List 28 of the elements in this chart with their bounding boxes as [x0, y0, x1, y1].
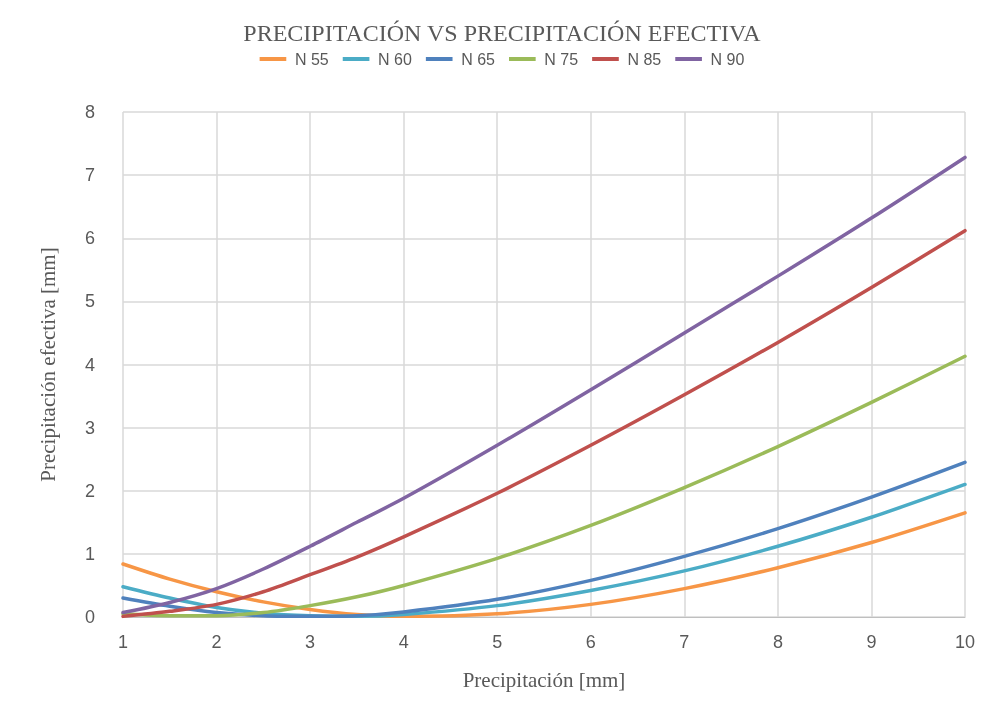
y-axis-title: Precipitación efectiva [mm] [35, 247, 60, 482]
legend-label: N 60 [378, 50, 412, 68]
x-tick-label: 3 [305, 632, 316, 652]
legend-label: N 85 [627, 50, 662, 68]
y-tick-label: 8 [84, 102, 95, 122]
x-tick-label: 10 [954, 632, 976, 652]
legend-label: N 65 [461, 50, 496, 68]
chart-title: PRECIPITACIÓN VS PRECIPITACIÓN EFECTIVA [243, 20, 762, 46]
x-tick-label: 4 [398, 632, 409, 652]
x-tick-label: 1 [117, 632, 129, 652]
legend-label: N 90 [710, 50, 745, 68]
x-tick-label: 7 [679, 632, 690, 652]
x-tick-label: 6 [585, 632, 596, 652]
x-tick-label: 5 [492, 632, 503, 652]
y-tick-label: 6 [84, 228, 95, 249]
legend-label: N 75 [544, 50, 579, 68]
y-tick-label: 4 [84, 354, 95, 375]
x-tick-label: 8 [772, 632, 783, 652]
y-tick-label: 0 [84, 607, 95, 627]
y-tick-label: 5 [84, 291, 95, 312]
legend-label: N 55 [294, 50, 329, 68]
x-tick-label: 9 [866, 632, 877, 652]
x-axis-title: Precipitación [mm] [462, 667, 626, 692]
y-tick-label: 7 [84, 165, 95, 186]
y-tick-label: 1 [84, 543, 95, 564]
y-tick-label: 3 [84, 417, 95, 438]
y-tick-label: 2 [84, 480, 95, 501]
x-tick-label: 2 [211, 632, 222, 652]
